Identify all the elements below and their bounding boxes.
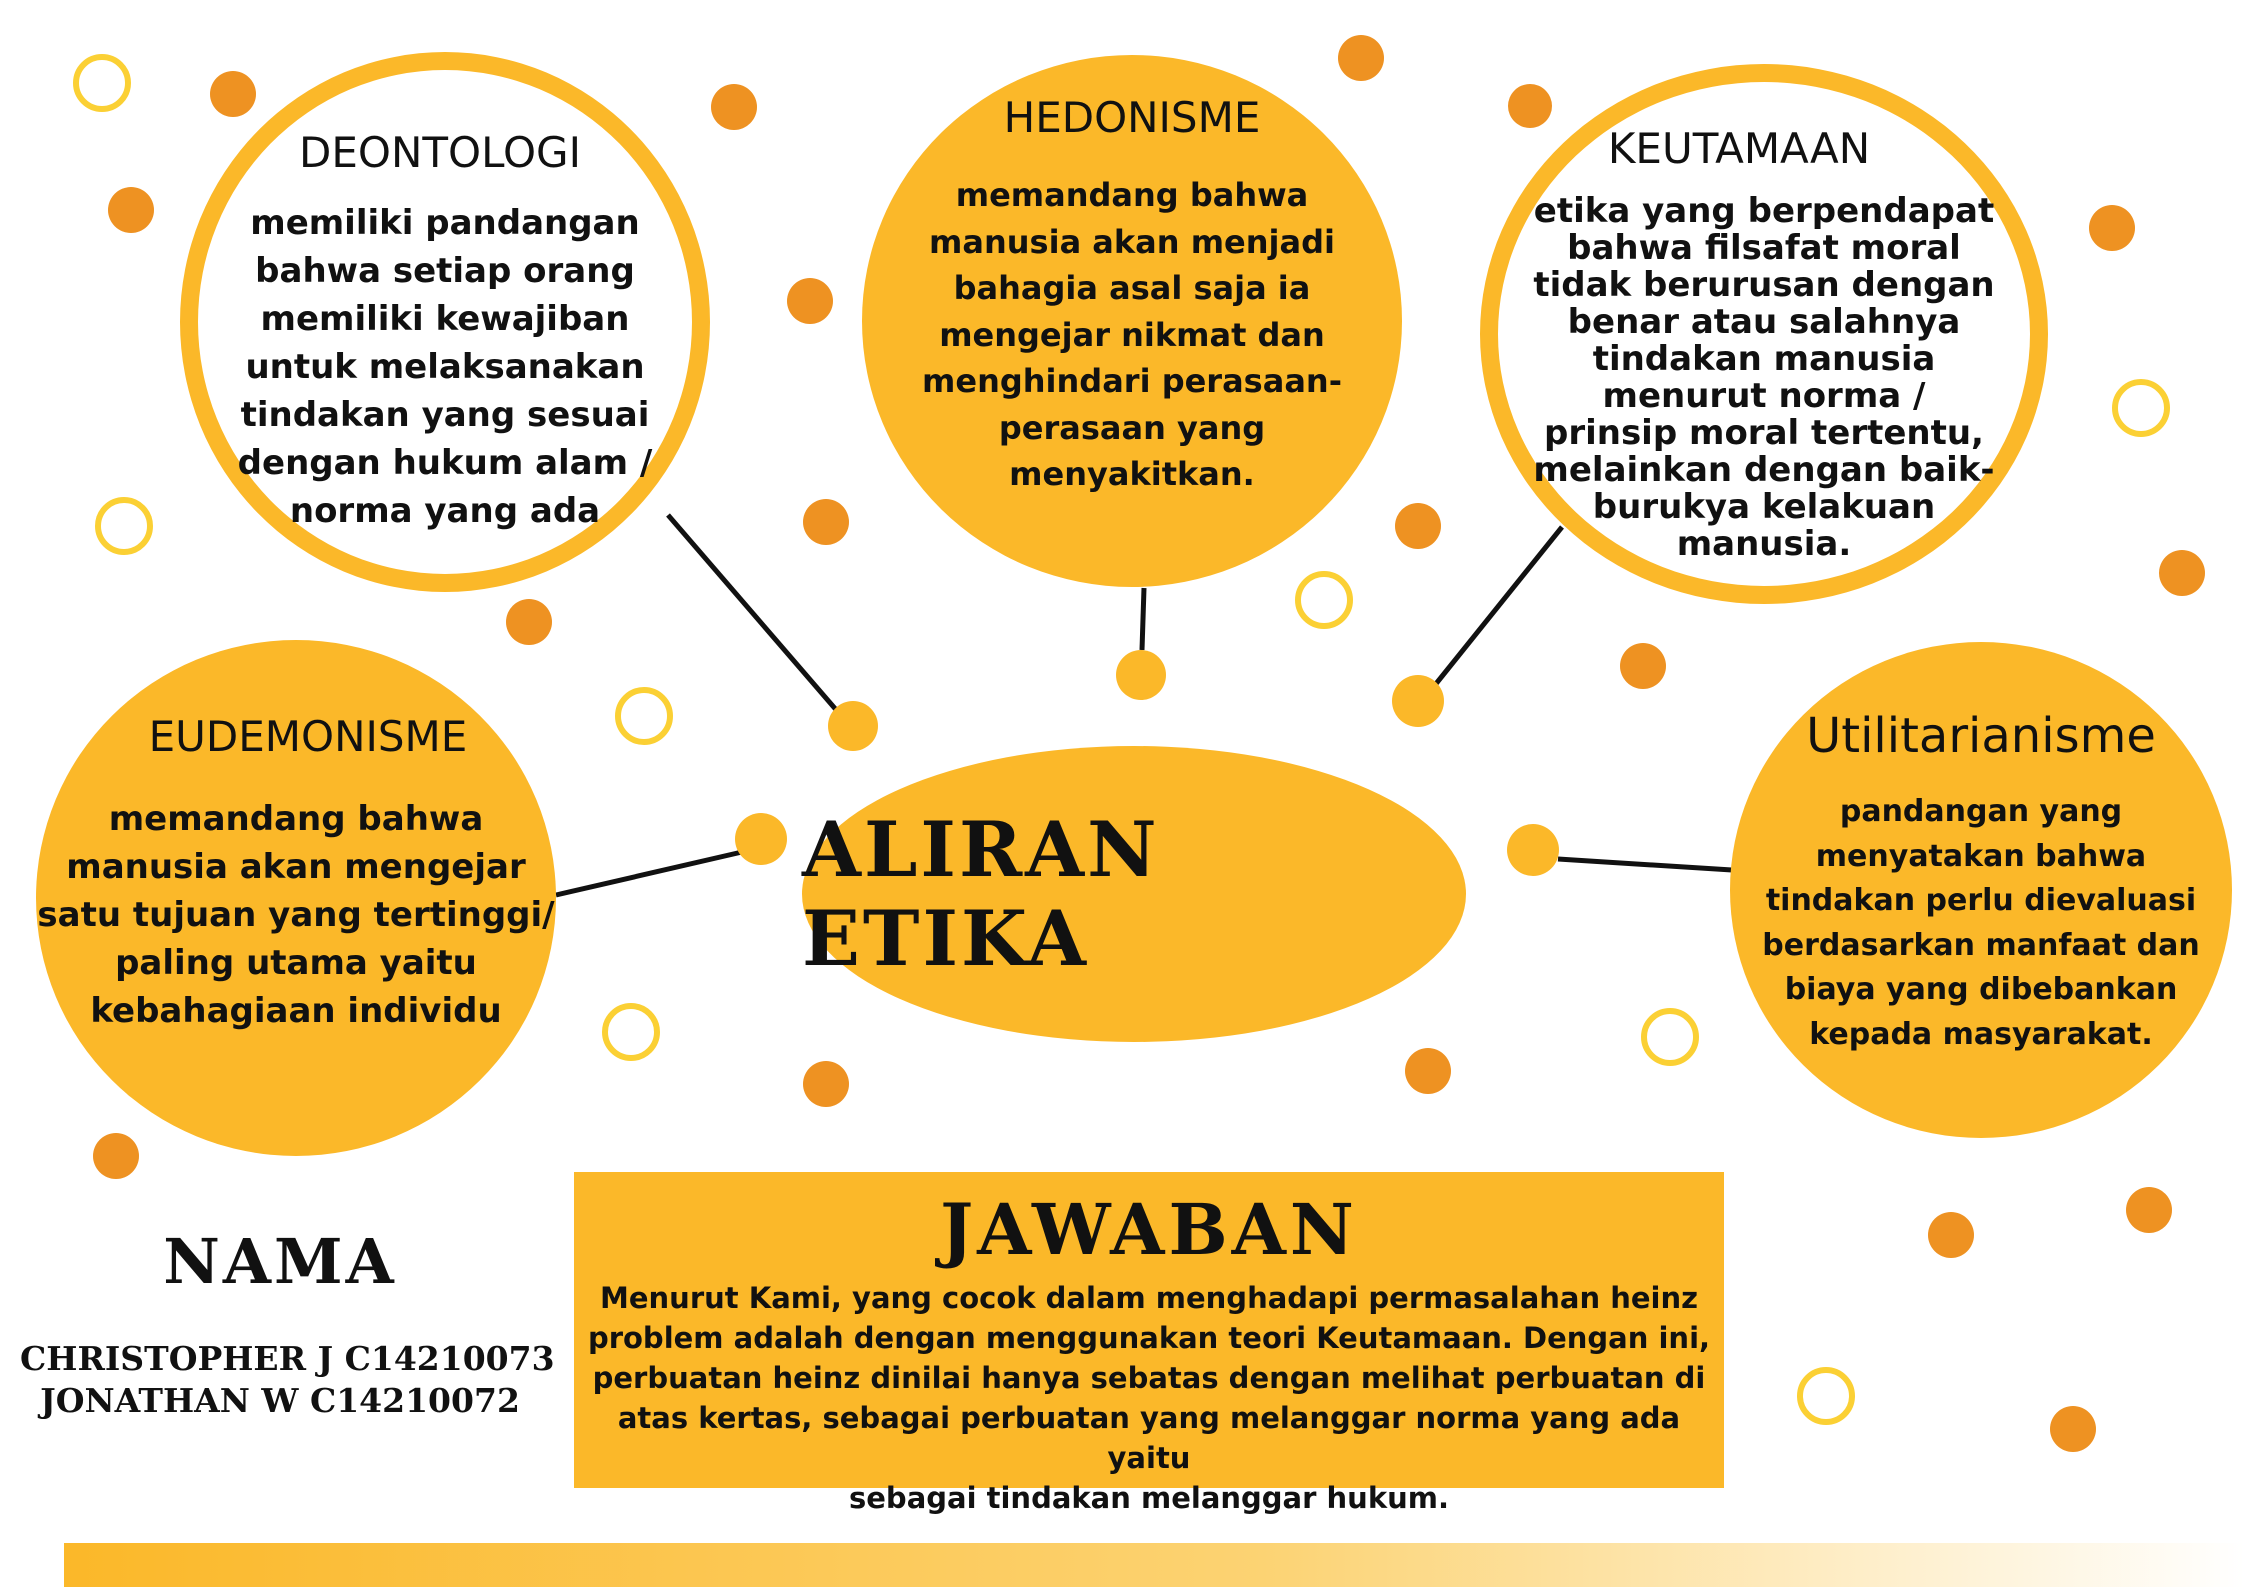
connector-utilitarianisme [1557, 856, 1733, 873]
member-2: JONATHAN W C14210072 [40, 1381, 520, 1420]
node-text-deontologi: memiliki pandangan bahwa setiap orang me… [237, 203, 653, 531]
connector-dot-deontologi [828, 701, 878, 751]
connector-end-dots [735, 650, 1559, 876]
node-title-utilitarianisme: Utilitarianisme [1806, 708, 2156, 764]
connector-eudemonisme [555, 849, 743, 898]
decorative-rings [73, 54, 2170, 1425]
connector-deontologi [666, 513, 840, 714]
connector-lines [555, 513, 1733, 898]
node-keutamaan: KEUTAMAAN etika yang berpendapat bahwa f… [1480, 64, 2048, 604]
node-text-hedonisme: memandang bahwa manusia akan menjadi bah… [922, 176, 1342, 493]
node-hedonisme: HEDONISME memandang bahwa manusia akan m… [862, 55, 1402, 587]
connector-keutamaan [1433, 525, 1564, 687]
node-deontologi: DEONTOLOGI memiliki pandangan bahwa seti… [180, 52, 710, 592]
connector-dot-hedonisme [1116, 650, 1166, 700]
member-1: CHRISTOPHER J C14210073 [20, 1339, 555, 1378]
node-utilitarianisme: Utilitarianisme pandangan yang menyataka… [1730, 642, 2232, 1138]
node-title-eudemonisme: EUDEMONISME [148, 712, 468, 761]
answer-text: Menurut Kami, yang cocok dalam menghadap… [587, 1281, 1711, 1515]
center-ellipse: ALIRAN ETIKA [802, 746, 1466, 1042]
answer-title: JAWABAN [940, 1188, 1358, 1271]
node-text-keutamaan: etika yang berpendapat bahwa filsafat mo… [1533, 191, 1995, 564]
answer-box: JAWABAN Menurut Kami, yang cocok dalam m… [574, 1172, 1724, 1515]
connector-dot-eudemonisme [735, 813, 787, 865]
node-text-utilitarianisme: pandangan yang menyatakan bahwa tindakan… [1762, 794, 2200, 1052]
connector-hedonisme [1139, 587, 1147, 651]
node-eudemonisme: EUDEMONISME memandang bahwa manusia akan… [36, 640, 556, 1156]
node-title-deontologi: DEONTOLOGI [299, 128, 581, 177]
decorative-dots [93, 35, 2205, 1452]
bottom-gradient-bar [64, 1543, 2245, 1587]
names-label: NAMA [163, 1225, 397, 1298]
node-text-eudemonisme: memandang bahwa manusia akan mengejar sa… [37, 799, 555, 1031]
connector-dot-keutamaan [1392, 675, 1444, 727]
node-title-hedonisme: HEDONISME [1003, 93, 1261, 142]
connector-dot-utilitarianisme [1507, 824, 1559, 876]
names-block: NAMA CHRISTOPHER J C14210073 JONATHAN W … [20, 1222, 555, 1422]
center-label: ALIRAN ETIKA [802, 805, 1160, 983]
node-title-keutamaan: KEUTAMAAN [1607, 124, 1871, 173]
